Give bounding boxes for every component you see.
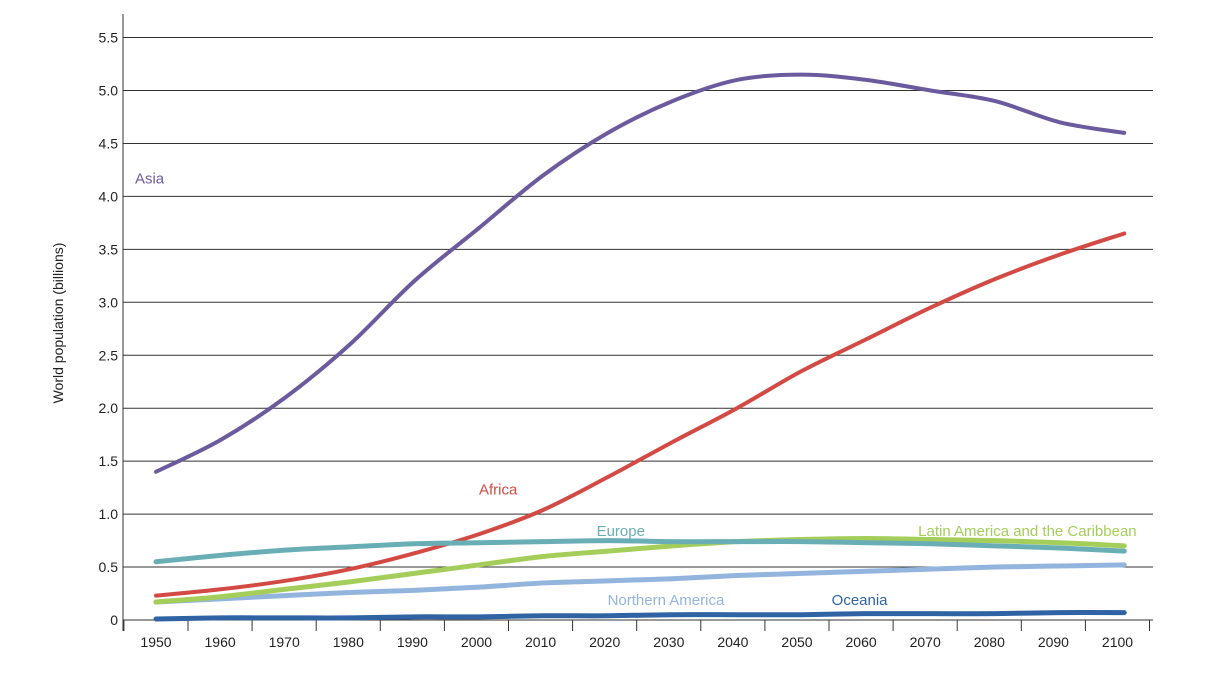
series-line-oceania: [153, 610, 1127, 622]
x-tick-label: 2010: [525, 634, 556, 650]
x-tick-label: 1950: [140, 634, 171, 650]
y-tick-label: 2.0: [99, 400, 119, 416]
series-line-europe: [153, 538, 1127, 565]
series-label-africa: Africa: [479, 482, 518, 499]
x-tick-label: 2060: [846, 634, 877, 650]
y-tick-label: 2.5: [99, 347, 119, 363]
x-tick-label: 2070: [910, 634, 941, 650]
x-tick-label: 2090: [1038, 634, 1069, 650]
series-label-europe: Europe: [597, 523, 645, 540]
x-tick-label: 1980: [333, 634, 364, 650]
gridlines: [123, 37, 1153, 621]
x-tick-label: 2050: [781, 634, 812, 650]
y-tick-label: 0: [110, 612, 118, 628]
series-line-africa: [154, 231, 1127, 598]
y-tick-label: 3.0: [99, 294, 119, 310]
y-tick-label: 0.5: [99, 559, 119, 575]
x-tick-label: 2080: [974, 634, 1005, 650]
x-tick-label: 2030: [653, 634, 684, 650]
x-tick-label: 2020: [589, 634, 620, 650]
y-tick-label: 5.5: [99, 30, 119, 46]
x-tick-label: 1960: [205, 634, 236, 650]
y-axis-title: World population (billions): [50, 243, 66, 404]
axes: [122, 14, 1150, 631]
series-line-asia: [154, 72, 1127, 474]
y-tick-label: 5.0: [99, 83, 119, 99]
x-tick-labels: 1950 1960 1970 1980 1990 2000 2010 2020 2030 2040…: [140, 634, 1133, 650]
y-tick-label: 4.0: [99, 188, 119, 204]
series-label-asia: Asia: [135, 170, 165, 187]
x-tick-label: 2000: [461, 634, 492, 650]
y-tick-label: 4.5: [99, 135, 119, 151]
series-labels: Asia Africa Europe Latin America and the Ca…: [135, 170, 1137, 608]
y-tick-label: 3.5: [99, 241, 119, 257]
x-tick-label: 1970: [269, 634, 300, 650]
y-tick-labels: 0 0.5 1.0 1.5 2.0 2.5 3.0 3.5 4.0 4.5 5.0 5.5: [99, 30, 119, 628]
x-tick-label: 2100: [1102, 634, 1133, 650]
x-tick-label: 2040: [717, 634, 748, 650]
series-label-northern-america: Northern America: [608, 592, 725, 609]
x-tick-label: 1990: [397, 634, 428, 650]
series-lines: [153, 72, 1127, 622]
y-tick-label: 1.0: [99, 506, 119, 522]
series-line-northern-america: [153, 562, 1127, 605]
y-tick-label: 1.5: [99, 453, 119, 469]
series-label-oceania: Oceania: [832, 592, 889, 609]
series-line-latin-america-and-the-caribbean: [153, 535, 1127, 605]
series-label-latin-america-and-the-caribbean: Latin America and the Caribbean: [918, 523, 1136, 540]
